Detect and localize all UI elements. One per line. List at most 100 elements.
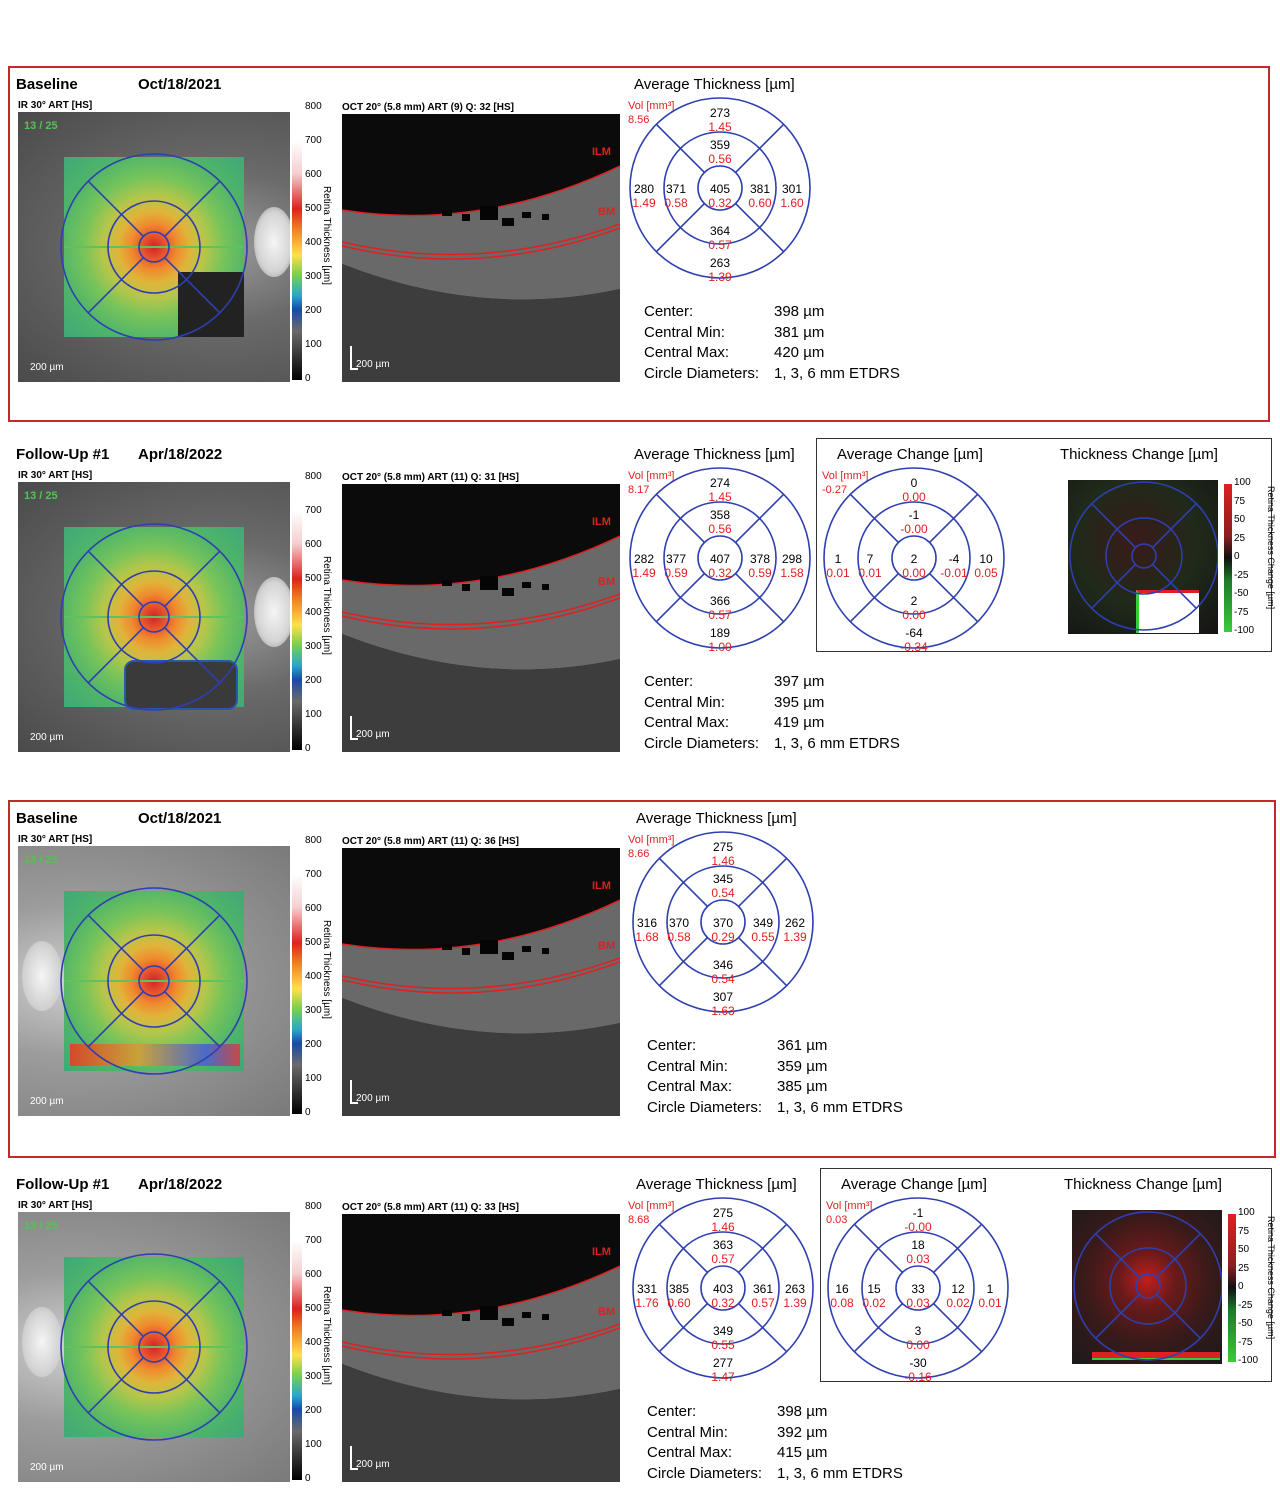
volume-value: -0.00 [900, 522, 928, 536]
thickness-value: 277 [712, 1356, 734, 1370]
colorbar-tick: 400 [305, 607, 322, 618]
colorbar-tick: 500 [305, 937, 322, 948]
volume-value: 0.05 [974, 566, 998, 580]
stat-value: 381 µm [774, 323, 825, 341]
change-colorbar-tick: -50 [1234, 588, 1249, 599]
ir-label: IR 30° ART [HS] [18, 100, 93, 111]
panel-title: Follow-Up #1 [16, 446, 110, 463]
volume-value: 0.56 [708, 522, 732, 536]
thickness-change-title: Thickness Change [µm] [1064, 1176, 1222, 1193]
etdrs-outer-left: 282 1.49 [624, 552, 664, 580]
volume-value: 0.60 [748, 196, 772, 210]
volume-value: -0.16 [904, 1370, 932, 1384]
colorbar-tick: 200 [305, 305, 322, 316]
colorbar-tick: 700 [305, 135, 322, 146]
thickness-change-title: Thickness Change [µm] [1060, 446, 1218, 463]
stat-key: Circle Diameters: [647, 1464, 763, 1482]
thickness-value: 346 [712, 958, 734, 972]
etdrs-center: 370 0.29 [703, 916, 743, 944]
volume-value: 0.57 [751, 1296, 775, 1310]
volume-value: 1.68 [635, 930, 659, 944]
change-inner-right: -4 -0.01 [934, 552, 974, 580]
thickness-value: 377 [665, 552, 687, 566]
ilm-label: ILM [592, 880, 611, 892]
change-colorbar [1224, 484, 1232, 632]
colorbar-tick: 200 [305, 675, 322, 686]
panel-date: Apr/18/2022 [138, 446, 223, 463]
volume-value: 0.03 [906, 1252, 930, 1266]
etdrs-outer-right: 298 1.58 [772, 552, 812, 580]
scan-counter: 13 / 25 [24, 120, 58, 132]
stat-row: Central Min: 392 µm [647, 1423, 903, 1444]
etdrs-outer-bottom: 263 1.39 [700, 256, 740, 284]
etdrs-inner-top: 345 0.54 [703, 872, 743, 900]
change-box [820, 1168, 1272, 1382]
volume-value: 0.29 [711, 930, 735, 944]
thickness-value: 16 [835, 1282, 849, 1296]
stat-row: Central Min: 395 µm [644, 693, 900, 714]
etdrs-outer-top: 273 1.45 [700, 106, 740, 134]
volume-value: 0.57 [711, 1252, 735, 1266]
thickness-value: 189 [709, 626, 731, 640]
stat-row: Central Min: 381 µm [644, 323, 900, 344]
change-inner-right: 12 0.02 [938, 1282, 978, 1310]
stat-row: Circle Diameters: 1, 3, 6 mm ETDRS [647, 1098, 903, 1119]
thickness-change-grid [1069, 481, 1218, 631]
oct-scale-bar [350, 716, 358, 740]
colorbar-tick: 400 [305, 1337, 322, 1348]
thickness-value: 3 [914, 1324, 922, 1338]
stat-value: 392 µm [777, 1423, 828, 1441]
artifact-band [70, 1044, 240, 1066]
change-colorbar [1228, 1214, 1236, 1362]
colorbar-tick: 0 [305, 1107, 311, 1118]
panel-title: Baseline [16, 810, 78, 827]
colorbar-tick: 500 [305, 1303, 322, 1314]
thickness-colorbar [292, 1208, 302, 1480]
thickness-value: 274 [709, 476, 731, 490]
thickness-value: 18 [911, 1238, 925, 1252]
thickness-value: 345 [712, 872, 734, 886]
change-inner-left: 7 0.01 [850, 552, 890, 580]
stat-key: Circle Diameters: [644, 734, 760, 752]
vol-label: Vol [mm³] [628, 1200, 675, 1212]
change-center: 33 0.03 [898, 1282, 938, 1310]
stat-value: 398 µm [777, 1403, 828, 1420]
change-colorbar-tick: 0 [1238, 1281, 1244, 1292]
thickness-value: 7 [866, 552, 874, 566]
thickness-value: 349 [752, 916, 774, 930]
oct-label: OCT 20° (5.8 mm) ART (11) Q: 36 [HS] [342, 836, 519, 847]
thickness-value: 381 [749, 182, 771, 196]
stat-key: Center: [647, 1037, 697, 1054]
change-colorbar-tick: 75 [1238, 1225, 1250, 1237]
average-change-title: Average Change [µm] [841, 1176, 987, 1193]
thickness-value: 358 [709, 508, 731, 522]
volume-value: 1.45 [708, 120, 732, 134]
oct-scale-label: 200 µm [356, 359, 390, 370]
thickness-value: 263 [709, 256, 731, 270]
etdrs-inner-left: 371 0.58 [656, 182, 696, 210]
change-vol-value: 0.03 [826, 1214, 848, 1226]
volume-value: 0.56 [708, 152, 732, 166]
scan-line [64, 616, 244, 618]
bm-label: BM [598, 940, 616, 952]
bm-label: BM [598, 576, 616, 588]
colorbar-tick: 0 [305, 373, 311, 384]
stat-row: Circle Diameters: 1, 3, 6 mm ETDRS [644, 734, 900, 755]
stats-block: Center: 397 µm Central Min: 395 µm Central M… [644, 672, 900, 754]
change-colorbar-tick: -50 [1238, 1318, 1253, 1329]
panel-date: Oct/18/2021 [138, 76, 222, 93]
ilm-label: ILM [592, 516, 611, 528]
volume-value: 1.58 [780, 566, 804, 580]
thickness-value: 405 [709, 182, 731, 196]
ir-fundus-image: 13 / 25 200 µm [18, 112, 290, 382]
scan-line [64, 980, 244, 982]
fundus-etdrs-grid [60, 153, 248, 341]
colorbar-label: Retina Thickness [µm] [321, 556, 332, 655]
stat-key: Central Min: [644, 323, 725, 341]
colorbar-tick: 500 [305, 573, 322, 584]
etdrs-inner-right: 381 0.60 [740, 182, 780, 210]
change-outer-top: -1 -0.00 [898, 1206, 938, 1234]
thickness-value: 385 [668, 1282, 690, 1296]
stat-value: 1, 3, 6 mm ETDRS [777, 1464, 903, 1482]
stat-key: Circle Diameters: [647, 1098, 763, 1116]
